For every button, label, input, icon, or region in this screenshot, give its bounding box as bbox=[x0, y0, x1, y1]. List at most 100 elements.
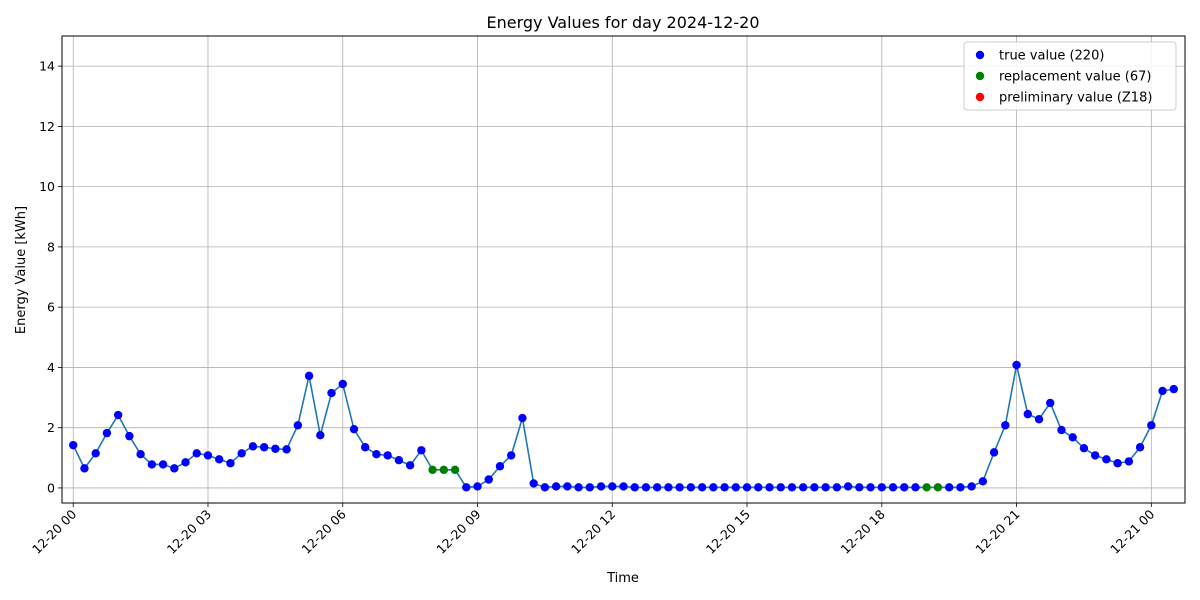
data-point bbox=[944, 483, 954, 492]
data-point bbox=[316, 431, 325, 440]
data-point bbox=[102, 428, 112, 438]
data-point bbox=[989, 448, 999, 457]
x-tick-label: 12-20 15 bbox=[703, 507, 753, 557]
data-point bbox=[956, 483, 965, 492]
data-point bbox=[596, 482, 606, 491]
data-point bbox=[843, 482, 853, 491]
data-point bbox=[855, 483, 864, 492]
data-point bbox=[608, 482, 617, 491]
y-axis: 0 2 4 6 8 10 12 14 bbox=[39, 59, 62, 495]
y-tick-label: 10 bbox=[39, 179, 55, 194]
data-point bbox=[383, 451, 392, 460]
y-tick-label: 2 bbox=[47, 420, 55, 435]
data-point bbox=[394, 456, 404, 465]
data-point bbox=[877, 483, 886, 492]
x-tick-label: 12-21 00 bbox=[1107, 506, 1157, 556]
data-point bbox=[1135, 443, 1145, 452]
data-point bbox=[113, 410, 123, 420]
data-point bbox=[1079, 443, 1089, 453]
data-point bbox=[1057, 425, 1066, 435]
x-tick-label: 12-20 06 bbox=[299, 506, 349, 556]
y-tick-label: 14 bbox=[39, 59, 55, 74]
x-tick-label: 12-20 00 bbox=[29, 506, 79, 556]
data-point bbox=[978, 477, 988, 486]
data-point bbox=[1113, 459, 1122, 468]
data-point bbox=[327, 388, 336, 398]
legend-label: preliminary value (Z18) bbox=[999, 91, 1152, 106]
x-tick-label: 12-20 03 bbox=[164, 507, 214, 557]
data-point bbox=[237, 449, 246, 458]
data-point bbox=[405, 461, 415, 470]
data-point bbox=[529, 479, 538, 488]
data-point bbox=[80, 464, 89, 473]
data-point bbox=[372, 449, 381, 459]
data-point bbox=[518, 413, 527, 423]
legend-marker bbox=[975, 92, 985, 102]
legend: true value (220) replacement value (67) pr… bbox=[963, 41, 1177, 111]
data-point bbox=[473, 482, 482, 491]
data-point bbox=[203, 451, 213, 460]
data-point bbox=[731, 483, 740, 492]
data-point bbox=[125, 431, 134, 441]
data-point bbox=[574, 483, 583, 492]
data-point bbox=[1147, 421, 1156, 430]
data-point bbox=[742, 483, 752, 492]
x-tick-label: 12-20 09 bbox=[433, 506, 483, 556]
data-point bbox=[507, 451, 516, 460]
y-tick-label: 12 bbox=[39, 119, 55, 134]
data-point bbox=[147, 460, 157, 469]
data-point bbox=[215, 455, 224, 464]
legend-marker bbox=[975, 50, 985, 60]
data-point bbox=[675, 483, 684, 492]
data-point bbox=[810, 483, 819, 492]
data-point bbox=[765, 483, 774, 492]
data-points bbox=[69, 360, 1178, 492]
legend-label: replacement value (67) bbox=[999, 70, 1152, 85]
data-point bbox=[888, 483, 898, 492]
data-point bbox=[1023, 409, 1032, 419]
data-point bbox=[1068, 433, 1077, 442]
data-point bbox=[1001, 421, 1010, 430]
data-point bbox=[495, 462, 505, 471]
data-point bbox=[361, 443, 370, 452]
x-tick-label: 12-20 21 bbox=[972, 507, 1022, 557]
x-axis-label: Time bbox=[606, 571, 639, 586]
data-point bbox=[630, 483, 639, 492]
y-tick-label: 8 bbox=[47, 239, 55, 254]
data-point bbox=[462, 483, 471, 492]
data-point bbox=[259, 443, 269, 452]
data-point bbox=[1090, 451, 1100, 460]
x-tick-label: 12-20 18 bbox=[838, 506, 888, 556]
data-point bbox=[1124, 457, 1134, 466]
data-point bbox=[1034, 415, 1044, 424]
data-point bbox=[798, 483, 808, 492]
y-axis-label: Energy Value [kWh] bbox=[14, 206, 29, 334]
data-point bbox=[900, 483, 909, 492]
data-point bbox=[181, 458, 190, 467]
data-point bbox=[1169, 384, 1178, 394]
data-point bbox=[304, 371, 314, 381]
plot-frame bbox=[61, 35, 1186, 504]
data-point bbox=[69, 440, 78, 450]
data-point bbox=[91, 449, 100, 458]
legend-marker bbox=[975, 71, 985, 81]
chart-title: Energy Values for day 2024-12-20 bbox=[486, 13, 759, 32]
y-tick-label: 0 bbox=[47, 480, 55, 495]
data-point bbox=[1102, 455, 1111, 464]
y-tick-label: 4 bbox=[47, 360, 55, 375]
data-point bbox=[776, 483, 785, 492]
data-point bbox=[866, 483, 875, 492]
data-point bbox=[1012, 360, 1021, 370]
data-point bbox=[417, 446, 426, 455]
data-point bbox=[428, 465, 437, 475]
data-point bbox=[832, 483, 842, 492]
data-point bbox=[136, 449, 145, 459]
data-point bbox=[439, 465, 449, 475]
data-point bbox=[158, 460, 168, 469]
data-point bbox=[484, 475, 493, 484]
data-point bbox=[282, 445, 291, 454]
data-point bbox=[652, 483, 662, 492]
data-point bbox=[192, 449, 201, 458]
data-point bbox=[293, 421, 303, 430]
